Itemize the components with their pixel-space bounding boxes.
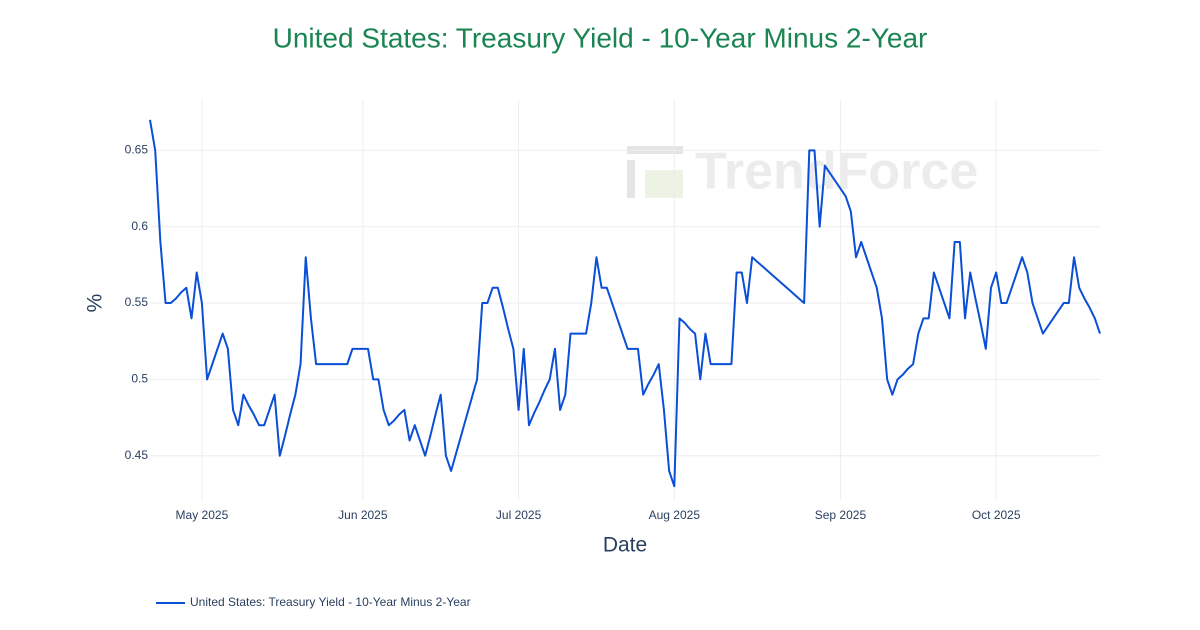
- x-tick-label: Aug 2025: [649, 508, 701, 522]
- y-tick-label: 0.6: [131, 219, 148, 233]
- y-tick-label: 0.5: [131, 372, 148, 386]
- x-tick-label: Jul 2025: [496, 508, 542, 522]
- y-tick-label: 0.55: [125, 295, 149, 309]
- x-tick-label: Sep 2025: [815, 508, 867, 522]
- series-line: [149, 119, 1101, 488]
- x-tick-label: Jun 2025: [338, 508, 388, 522]
- legend-label: United States: Treasury Yield - 10-Year …: [190, 595, 471, 609]
- y-tick-label: 0.65: [125, 143, 149, 157]
- y-axis-title: %: [84, 294, 107, 313]
- watermark: TrendForce: [695, 143, 978, 201]
- x-axis-title: Date: [603, 534, 647, 557]
- chart-title: United States: Treasury Yield - 10-Year …: [273, 22, 928, 53]
- y-tick-label: 0.45: [125, 448, 149, 462]
- x-tick-label: Oct 2025: [972, 508, 1021, 522]
- x-tick-label: May 2025: [176, 508, 229, 522]
